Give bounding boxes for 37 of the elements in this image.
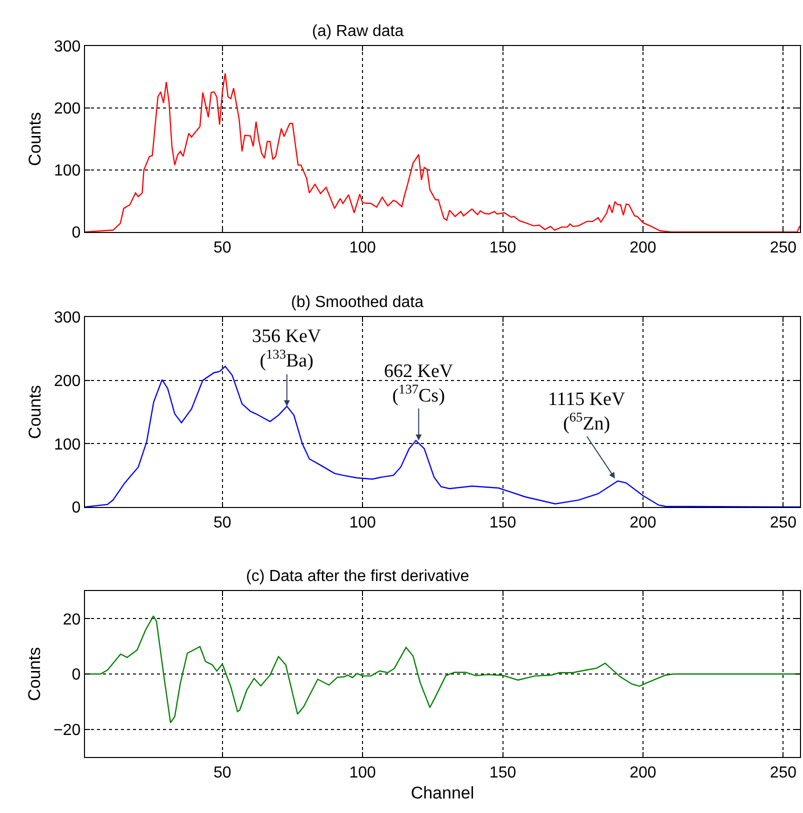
y-tick-label: 200 — [54, 100, 81, 118]
x-tick-label: 50 — [213, 239, 232, 256]
y-tick-label: 100 — [54, 436, 81, 454]
x-tick-label: 100 — [349, 514, 376, 532]
y-axis-title: Counts — [26, 112, 45, 166]
y-tick-label: 0 — [72, 224, 81, 242]
annotation: 356 KeV ($^{133}$Ba) — [252, 326, 322, 372]
x-tick-label: 200 — [630, 239, 656, 256]
y-tick-label: 300 — [54, 310, 81, 327]
x-tick-label: 100 — [349, 764, 376, 782]
y-tick-label: 0 — [72, 500, 81, 517]
x-tick-label: 150 — [489, 239, 516, 256]
chart-title: (c) Data after the first derivative — [246, 568, 470, 585]
chart-title: (b) Smoothed data — [291, 294, 424, 311]
y-tick-label: 100 — [54, 162, 81, 180]
y-tick-label: −20 — [54, 722, 81, 739]
x-tick-label: 200 — [630, 514, 656, 532]
x-axis-title: Channel — [410, 784, 474, 803]
x-tick-label: 50 — [213, 514, 232, 532]
y-axis-title: Counts — [26, 385, 45, 439]
x-tick-label: 250 — [770, 514, 797, 532]
x-tick-label: 150 — [489, 514, 516, 532]
x-tick-label: 200 — [630, 764, 656, 782]
y-tick-label: 0 — [72, 666, 81, 684]
y-tick-label: 20 — [62, 611, 81, 628]
chart-title: (a) Raw data — [312, 23, 404, 40]
x-tick-label: 50 — [213, 764, 232, 782]
line-series — [85, 72, 800, 232]
y-tick-label: 200 — [54, 372, 81, 390]
y-axis-title: Counts — [25, 647, 44, 701]
x-tick-label: 100 — [349, 239, 376, 256]
y-tick-label: 300 — [54, 38, 81, 56]
x-tick-label: 250 — [770, 764, 797, 782]
annotation: 662 KeV ($^{137}$Cs) — [384, 361, 454, 407]
x-tick-label: 150 — [489, 764, 516, 782]
annotation: 1115 KeV ($^{65}$Zn) — [548, 389, 626, 435]
x-tick-label: 250 — [770, 239, 797, 256]
